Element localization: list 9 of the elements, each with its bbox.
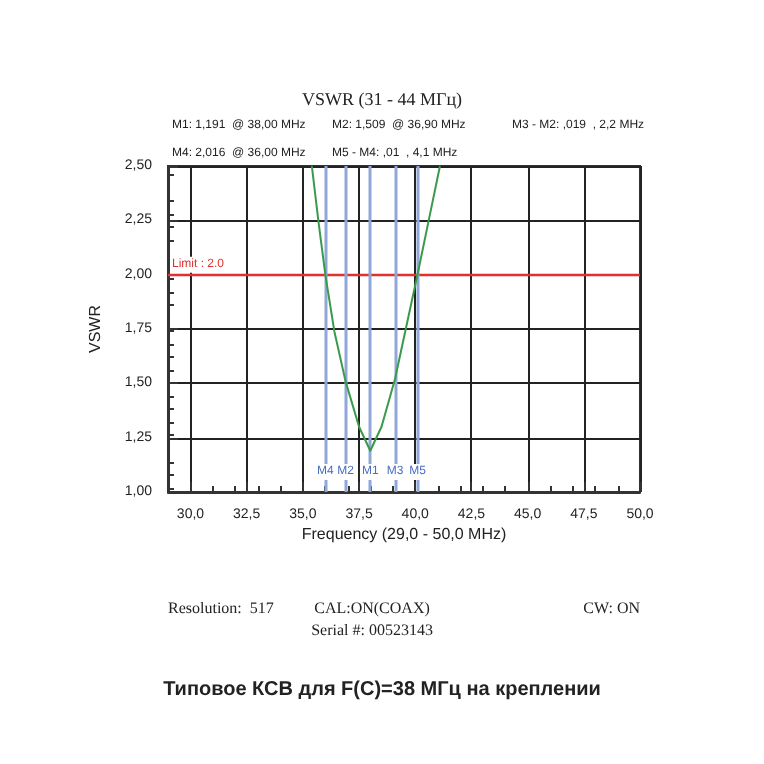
x-axis-title: Frequency (29,0 - 50,0 MHz) [301,525,507,543]
line-series [310,165,441,452]
text: Serial #: 00523143 [311,621,433,639]
text: CW: ON [583,599,641,617]
y-axis-title: VSWR [85,304,104,353]
text: Resolution: 517 [168,599,274,617]
text: CAL:ON(COAX) [314,599,431,617]
text: Типовое КСВ для F(C)=38 МГц на креплении [163,679,601,701]
chart-title: VSWR (31 - 44 МГц) [301,89,463,109]
